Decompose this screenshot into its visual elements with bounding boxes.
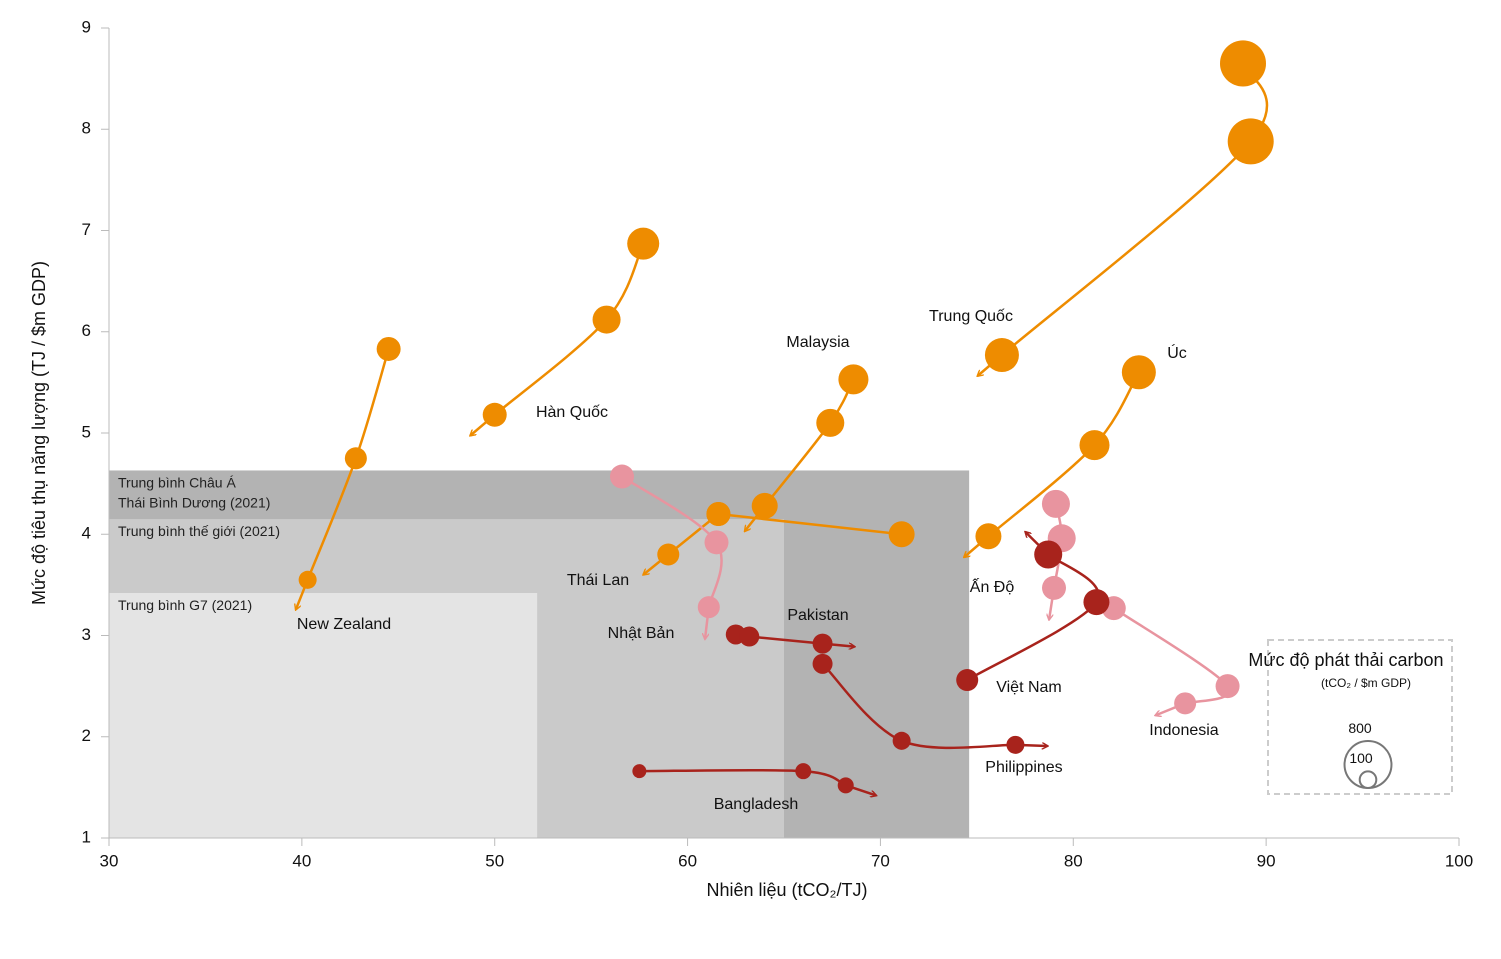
bubble bbox=[627, 227, 660, 260]
series-label: Thái Lan bbox=[567, 572, 629, 589]
bubble bbox=[892, 731, 911, 750]
trend-line bbox=[493, 243, 645, 416]
trend-line bbox=[1113, 607, 1231, 705]
legend-box bbox=[1267, 639, 1453, 795]
series-label: Indonesia bbox=[1149, 722, 1218, 739]
trend-line bbox=[639, 768, 847, 787]
series-label: Trung Quốc bbox=[929, 308, 1013, 325]
bubble bbox=[837, 777, 854, 794]
bubble bbox=[1034, 540, 1063, 569]
bubble bbox=[812, 633, 833, 654]
series-label: Úc bbox=[1167, 343, 1187, 362]
series-label: Malaysia bbox=[786, 334, 849, 351]
bubble bbox=[610, 464, 634, 489]
trend-line bbox=[1001, 63, 1269, 356]
benchmark-area bbox=[109, 592, 538, 838]
trend-line bbox=[966, 553, 1100, 682]
bubble bbox=[812, 653, 833, 674]
bubble bbox=[1083, 589, 1110, 616]
series-label: Nhật Bản bbox=[608, 625, 675, 642]
bubble bbox=[1227, 118, 1274, 165]
x-tick-label: 80 bbox=[1064, 851, 1083, 870]
bubble bbox=[975, 523, 1002, 550]
trend-line bbox=[718, 512, 902, 536]
y-tick-label: 6 bbox=[82, 321, 91, 340]
y-tick-label: 5 bbox=[82, 422, 91, 441]
bubble bbox=[1006, 735, 1025, 754]
bubble bbox=[1219, 40, 1267, 87]
bubble bbox=[344, 447, 367, 470]
bubble bbox=[298, 570, 317, 589]
bubble bbox=[1174, 692, 1197, 715]
bubble bbox=[704, 530, 729, 555]
x-tick-label: 40 bbox=[292, 851, 311, 870]
legend-subtitle: (tCO₂ / $m GDP) bbox=[1321, 676, 1411, 690]
legend-size-label: 800 bbox=[1348, 720, 1372, 736]
bubble bbox=[751, 492, 778, 519]
bubble bbox=[632, 764, 647, 779]
x-tick-label: 100 bbox=[1445, 851, 1473, 870]
bubble bbox=[592, 305, 621, 334]
series-label: Việt Nam bbox=[996, 679, 1062, 696]
bubble bbox=[376, 336, 401, 361]
series-label: Bangladesh bbox=[714, 796, 799, 813]
x-tick-label: 50 bbox=[485, 851, 504, 870]
axes: 30 40 50 60 70 80 90 100 1 2 3 4 5 6 7 8 9 bbox=[82, 17, 1474, 870]
y-axis-title: Mức độ tiêu thụ năng lượng (TJ / $m GDP) bbox=[29, 261, 49, 605]
bubble bbox=[657, 543, 680, 566]
size-legend: 800 100 bbox=[1343, 720, 1393, 790]
y-tick-label: 3 bbox=[82, 625, 91, 644]
series-label: New Zealand bbox=[297, 616, 391, 633]
plot: New Zealand Hàn Quốc Trung Quốc Malaysia Thá… bbox=[296, 40, 1274, 813]
bubble bbox=[697, 596, 720, 619]
benchmark-layer: Trung bình Châu Á Thái Bình Dương (2021) T… bbox=[109, 470, 970, 838]
bubble bbox=[956, 669, 979, 692]
legend-bubble bbox=[1358, 770, 1378, 790]
y-tick-label: 7 bbox=[82, 220, 91, 239]
bubble bbox=[888, 521, 915, 548]
bubble bbox=[1121, 355, 1156, 390]
benchmark-label: Trung bình thế giới (2021) bbox=[118, 523, 280, 539]
x-tick-label: 90 bbox=[1257, 851, 1276, 870]
y-tick-label: 4 bbox=[82, 524, 91, 543]
benchmark-label: Trung bình Châu Á Thái Bình Dương (2021) bbox=[118, 474, 270, 510]
y-tick-label: 1 bbox=[82, 827, 91, 846]
x-axis-title: Nhiên liệu (tCO₂/TJ) bbox=[706, 880, 867, 900]
legend-size-label: 100 bbox=[1349, 750, 1373, 766]
series-label: Hàn Quốc bbox=[536, 404, 608, 421]
bubble bbox=[795, 763, 812, 780]
bubble bbox=[1079, 430, 1110, 461]
bubble bbox=[1041, 489, 1070, 518]
bubble bbox=[838, 364, 869, 395]
y-tick-label: 8 bbox=[82, 119, 91, 138]
bubble bbox=[482, 402, 507, 427]
bubble bbox=[1215, 674, 1240, 699]
benchmark-label: Trung bình G7 (2021) bbox=[118, 597, 252, 613]
bubble bbox=[706, 502, 731, 526]
x-tick-label: 60 bbox=[678, 851, 697, 870]
legend-title: Mức độ phát thải carbon bbox=[1248, 650, 1443, 670]
bubble bbox=[816, 408, 845, 437]
y-tick-label: 2 bbox=[82, 726, 91, 745]
bubble bbox=[984, 338, 1019, 373]
bubble bbox=[1042, 575, 1066, 600]
y-tick-label: 9 bbox=[82, 17, 91, 36]
series-label: Ấn Độ bbox=[970, 577, 1015, 596]
x-tick-label: 30 bbox=[100, 851, 119, 870]
series-label: Philippines bbox=[985, 759, 1062, 776]
bubble bbox=[739, 626, 760, 647]
x-tick-label: 70 bbox=[871, 851, 890, 870]
series-label: Pakistan bbox=[787, 607, 848, 624]
